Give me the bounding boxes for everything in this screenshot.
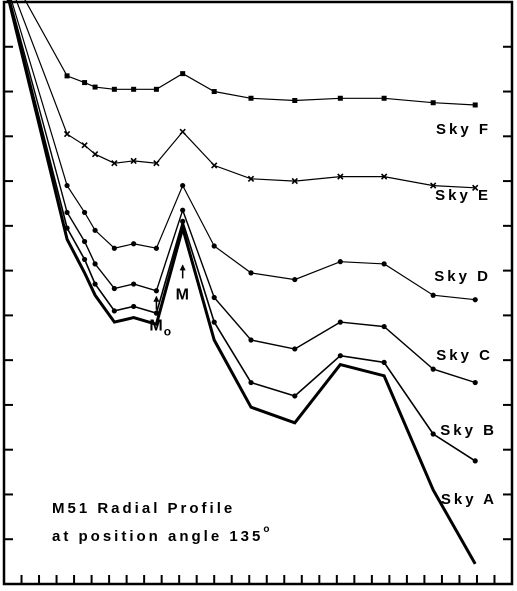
sky-d-point-9: [248, 270, 254, 276]
sky-c-point-4: [111, 285, 117, 292]
sky-f-point-1: [64, 73, 70, 79]
title-line-2: at position angle 135o: [52, 524, 272, 545]
sky-f-point-5: [131, 86, 137, 92]
sky-e-point-2: [81, 142, 88, 149]
sky-c-point-12: [381, 323, 387, 330]
sky-e-point-12: [380, 173, 388, 180]
sky-f-point-9: [248, 95, 254, 101]
sky-e-line: [15, 0, 476, 189]
sky-c-point-6: [153, 288, 159, 294]
sky-d-point-3: [92, 227, 98, 233]
chart-title: M51 Radial Profile at position angle 135…: [52, 500, 272, 545]
sky-c-point-11: [337, 319, 343, 325]
sky-e-point-3: [91, 151, 99, 158]
sky-e-point-1: [63, 130, 71, 138]
title-line-2-text: at position angle 135: [52, 528, 263, 545]
annotation-1-arrow-head: [179, 264, 186, 271]
sky-d-point-11: [337, 259, 343, 265]
sky-e-point-4: [111, 160, 118, 167]
sky-c-point-3: [92, 261, 98, 267]
sky-f-line: [24, 0, 476, 106]
sky-f-point-14: [472, 102, 478, 108]
sky-e-point-11: [337, 173, 344, 180]
sky-b-point-12: [381, 359, 387, 365]
sky-b-label: Sky B: [440, 422, 497, 439]
sky-c-point-9: [248, 337, 254, 343]
sky-c-point-13: [430, 366, 436, 372]
sky-e-point-7: [179, 128, 186, 135]
sky-c-point-7: [180, 207, 186, 213]
sky-e-point-5: [130, 157, 137, 165]
sky-f-point-2: [82, 80, 88, 86]
axis-ticks: [4, 1, 512, 585]
sky-d-line: [10, 0, 476, 301]
sky-b-point-4: [111, 308, 117, 314]
sky-a-line: [7, 1, 477, 565]
title-line-1: M51 Radial Profile: [52, 500, 235, 517]
sky-e-point-13: [430, 182, 437, 189]
sky-b-point-2: [81, 256, 88, 263]
sky-b-point-8: [211, 319, 217, 325]
sky-e-label: Sky E: [435, 187, 491, 204]
sky-e-point-10: [291, 177, 298, 185]
sky-c-point-2: [81, 238, 88, 245]
sky-c-point-1: [64, 209, 70, 216]
sky-d-point-4: [111, 245, 117, 251]
sky-f-point-3: [92, 84, 98, 90]
sky-c-point-10: [292, 346, 298, 352]
sky-d-point-13: [430, 292, 436, 298]
sky-d-point-7: [180, 182, 186, 189]
sky-b-point-7: [180, 218, 186, 224]
sky-e-point-9: [247, 175, 255, 183]
sky-d-label: Sky D: [434, 268, 491, 285]
sky-d-point-8: [211, 243, 217, 249]
sky-b-point-3: [92, 281, 98, 287]
sky-f-point-4: [111, 86, 117, 92]
sky-b-point-14: [472, 458, 478, 464]
sky-b-point-10: [292, 393, 298, 399]
sky-d-point-1: [64, 182, 70, 189]
sky-d-point-14: [472, 297, 478, 303]
sky-d-point-5: [131, 241, 137, 247]
sky-f-point-8: [211, 89, 217, 95]
sky-f-point-13: [430, 100, 436, 106]
sky-f-point-11: [337, 95, 343, 101]
sky-d-point-6: [153, 245, 159, 251]
sky-c-point-5: [131, 281, 137, 287]
sky-c-point-8: [211, 294, 217, 301]
sky-c-line: [9, 0, 476, 384]
sky-b-point-9: [248, 379, 254, 386]
sky-f-point-12: [381, 95, 387, 101]
sky-f-point-10: [292, 97, 298, 103]
sky-f-label: Sky F: [436, 121, 491, 138]
annotation-0-label: Mo: [149, 318, 171, 339]
sky-b-point-11: [337, 353, 343, 359]
sky-c-label: Sky C: [436, 347, 493, 364]
sky-d-point-2: [81, 209, 88, 216]
annotation-0-arrow-head: [153, 295, 160, 302]
sky-e-point-6: [153, 160, 160, 167]
series-labels: Sky F Sky E Sky D Sky C Sky B Sky A: [434, 121, 497, 508]
title-degree-sup: o: [263, 524, 272, 535]
series-lines: [6, 0, 479, 565]
sky-a-label: Sky A: [441, 491, 497, 508]
sky-d-point-12: [381, 261, 387, 267]
sky-e-point-14: [472, 184, 479, 191]
sky-c-point-14: [472, 379, 478, 386]
sky-f-point-7: [180, 71, 186, 77]
sky-b-point-13: [430, 431, 436, 437]
sky-d-point-10: [292, 276, 298, 283]
sky-f-point-6: [153, 86, 159, 92]
sky-e-point-8: [211, 162, 218, 169]
sky-b-point-5: [131, 303, 137, 310]
annotation-0-subscript: o: [164, 325, 171, 339]
annotation-1-label: M: [176, 286, 189, 303]
